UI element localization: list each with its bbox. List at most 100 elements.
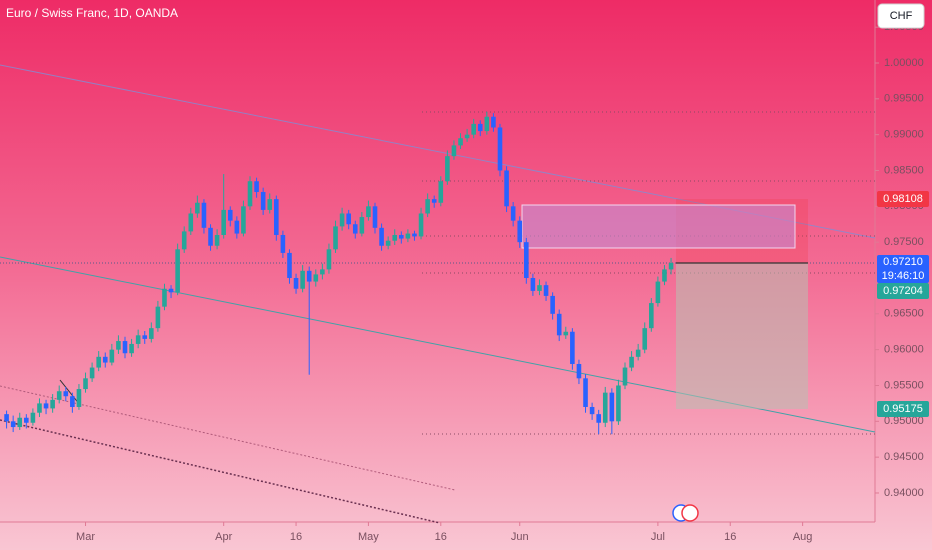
candle-body (241, 206, 246, 234)
candle-body (438, 181, 444, 203)
candles (4, 111, 674, 435)
candle-body (221, 209, 226, 235)
candle-body (116, 341, 121, 350)
candle-body (43, 403, 49, 409)
candle-body (464, 134, 470, 139)
candle-body (556, 313, 562, 336)
candle-body (247, 181, 253, 207)
drawings (0, 64, 876, 524)
x-tick-label: Mar (76, 531, 95, 543)
candle-body (63, 391, 69, 397)
candle-body (175, 249, 180, 293)
candle-body (333, 226, 338, 250)
trend-line (0, 419, 441, 524)
candle-body (405, 233, 411, 239)
countdown: 19:46:10 (882, 270, 925, 282)
candle-body (517, 220, 523, 243)
entry-price: 0.97204 (883, 285, 923, 297)
x-tick-label: Jul (651, 531, 665, 543)
candle-body (254, 181, 259, 192)
candle-body (622, 367, 628, 386)
candle-body (195, 202, 200, 214)
candle-body (524, 242, 529, 278)
candle-body (326, 249, 332, 270)
y-tick-label: 0.96500 (884, 308, 924, 320)
candle-body (537, 285, 542, 291)
candle-body (274, 199, 279, 235)
candle-body (477, 123, 483, 132)
candle-body (602, 392, 608, 423)
candle-body (227, 209, 233, 221)
candle-body (313, 274, 319, 282)
trend-line (0, 385, 456, 491)
candle-body (662, 269, 667, 282)
candle-body (372, 206, 378, 228)
candle-body (668, 262, 674, 270)
chart-title: Euro / Swiss Franc, 1D, OANDA (6, 6, 178, 20)
candle-body (543, 285, 549, 296)
candle-body (201, 202, 207, 228)
candle-body (635, 349, 641, 357)
candle-body (122, 341, 128, 354)
x-tick-label: Aug (793, 531, 813, 543)
stop-badge (877, 191, 929, 207)
candle-body (385, 240, 391, 246)
candle-body (563, 331, 569, 336)
candle-body (418, 213, 424, 237)
candle-body (37, 403, 42, 413)
candle-body (642, 328, 648, 350)
candle-body (24, 417, 29, 423)
candle-body (504, 170, 509, 207)
candle-body (10, 421, 16, 428)
x-tick-label: Jun (511, 531, 529, 543)
candle-body (629, 356, 634, 368)
candle-body (589, 406, 595, 415)
candle-body (471, 123, 476, 135)
candle-body (181, 231, 187, 250)
candle-body (366, 206, 371, 218)
candle-body (320, 269, 325, 275)
candle-body (4, 414, 9, 422)
x-tick-label: 16 (435, 531, 447, 543)
candle-body (293, 277, 299, 289)
target-price: 0.95175 (883, 403, 923, 415)
y-tick-label: 0.96000 (884, 344, 924, 356)
candle-body (445, 156, 450, 182)
candle-body (300, 270, 305, 289)
candle-body (510, 206, 516, 221)
candle-body (56, 391, 62, 400)
candle-body (280, 234, 286, 253)
candle-body (155, 306, 161, 329)
y-tick-label: 0.99000 (884, 129, 924, 141)
candle-body (109, 349, 115, 363)
candle-body (287, 252, 292, 278)
candle-body (346, 213, 351, 225)
currency-label[interactable]: CHF (890, 10, 913, 22)
stop-price: 0.98108 (883, 193, 923, 205)
candle-body (89, 367, 95, 379)
candle-body (451, 145, 457, 157)
price-badges: 0.98108 0.97210 19:46:10 0.97204 0.95175 (877, 191, 929, 417)
candle-body (425, 199, 430, 214)
candle-body (142, 335, 148, 339)
candle-body (576, 363, 582, 379)
icon (681, 504, 699, 522)
candle-body (306, 270, 312, 282)
candle-body (550, 295, 555, 314)
x-tick-label: Apr (215, 531, 232, 543)
candle-body (484, 116, 490, 132)
candle-body (655, 281, 661, 304)
zone-box (521, 204, 796, 249)
candle-body (352, 224, 358, 234)
candle-body (399, 234, 404, 239)
candle-body (214, 234, 220, 246)
candle-body (129, 343, 134, 354)
candle-body (497, 127, 503, 171)
candle-body (188, 213, 194, 232)
y-tick-label: 0.98500 (884, 164, 924, 176)
target-zone (676, 263, 808, 409)
currency-button[interactable] (877, 3, 925, 29)
candle-body (50, 399, 55, 409)
candle-body (583, 378, 588, 407)
